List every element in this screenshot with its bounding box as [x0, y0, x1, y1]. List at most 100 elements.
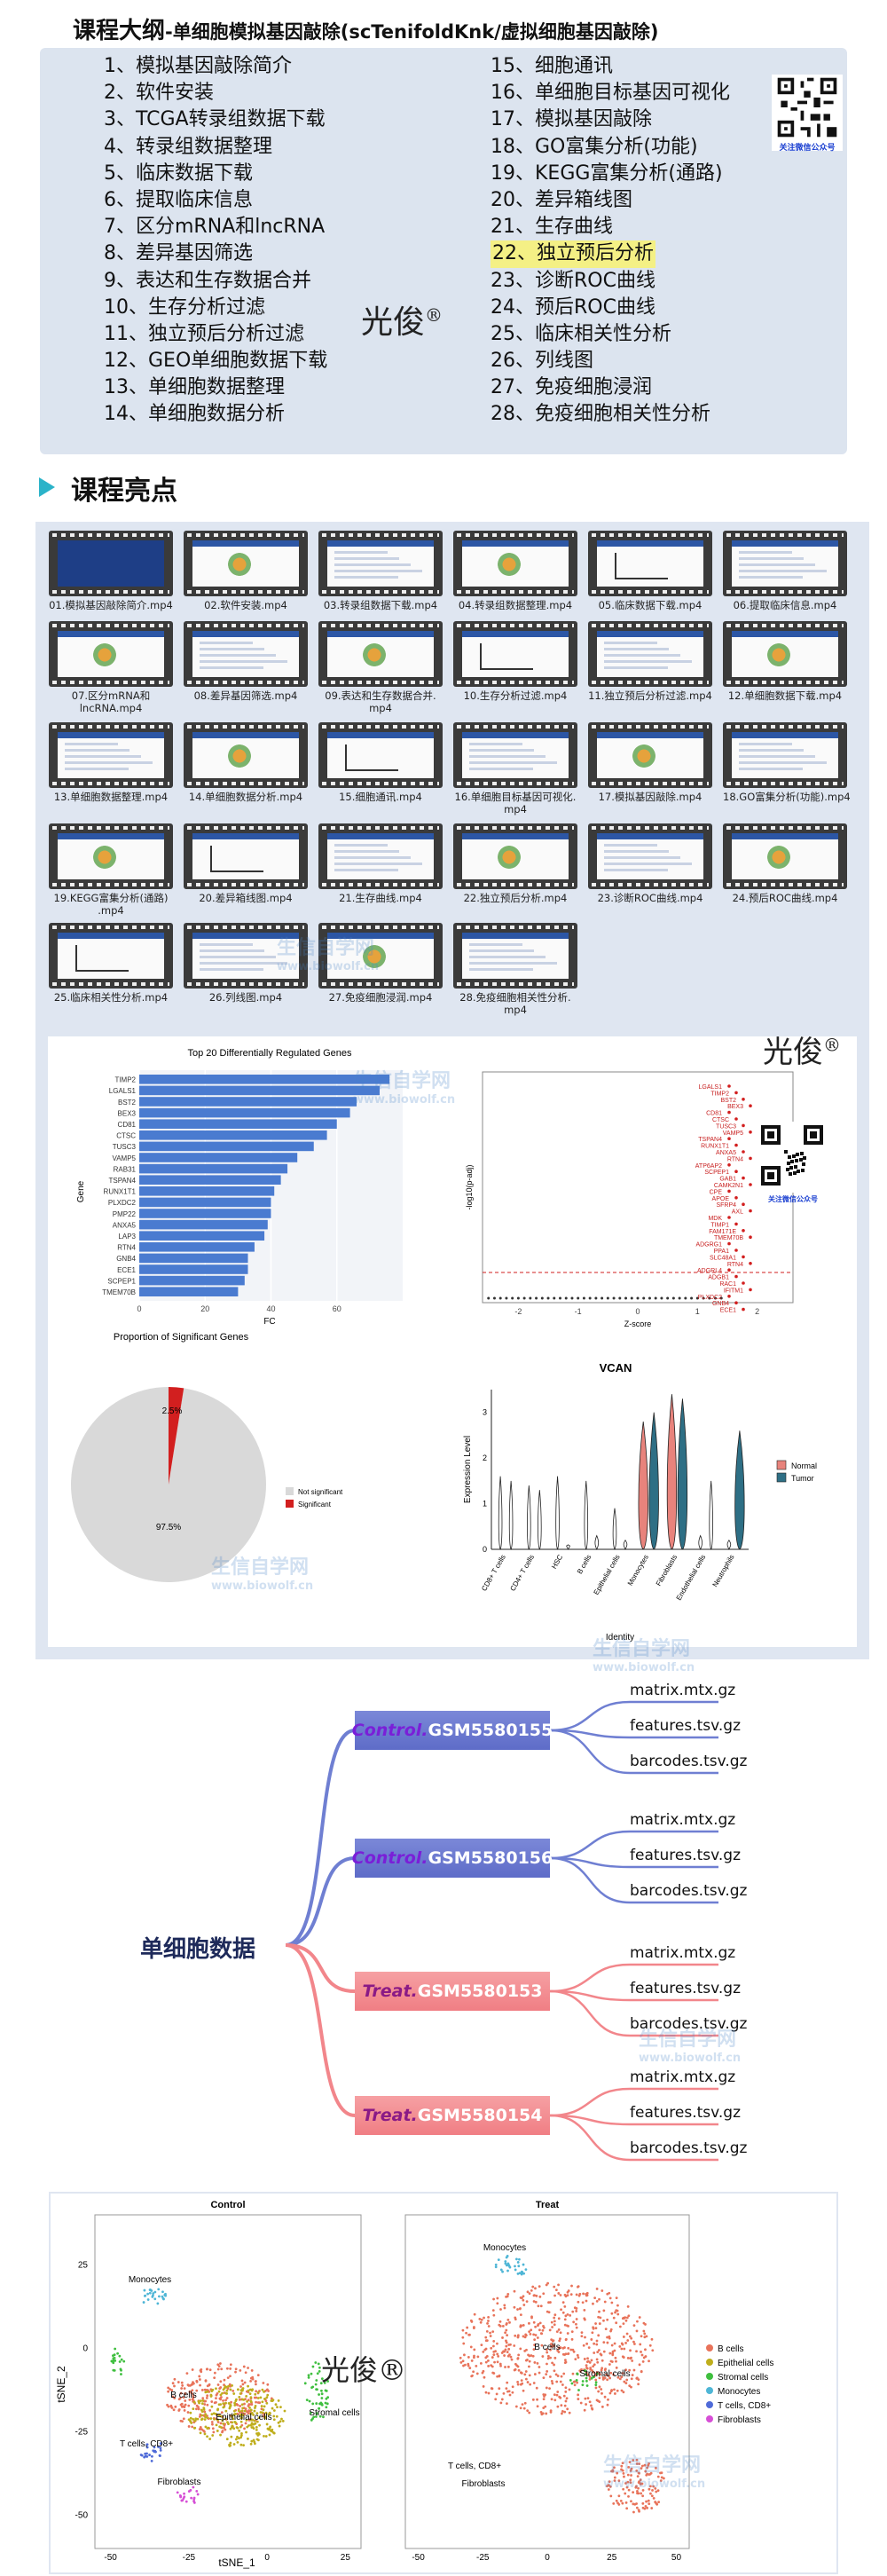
tsne-point [593, 2363, 596, 2367]
tsne-point [495, 2392, 498, 2396]
tsne-point [192, 2500, 195, 2503]
qr-module [800, 1152, 804, 1155]
tsne-point [537, 2304, 540, 2308]
tsne-point [312, 2415, 316, 2419]
brand-mark: ® [425, 304, 444, 326]
video-thumbnail[interactable]: 07.区分mRNA和 lncRNA.mp4 [49, 621, 173, 714]
tsne-point [523, 2373, 527, 2376]
video-thumbnail[interactable]: 05.临床数据下载.mp4 [588, 531, 712, 611]
tsne-point [210, 2405, 214, 2408]
preview-header-bar [732, 631, 838, 637]
tsne-point [519, 2371, 522, 2375]
tsne-point [602, 2350, 606, 2353]
tsne-point [173, 2397, 177, 2399]
video-thumbnail[interactable]: 17.模拟基因敲除.mp4 [588, 722, 712, 803]
video-thumbnail[interactable]: 15.细胞通讯.mp4 [318, 722, 443, 803]
preview-line [200, 660, 287, 663]
outline-item: 8、差异基因筛选 [104, 240, 327, 267]
preview-line [604, 863, 692, 865]
tsne-point [639, 2343, 642, 2346]
video-thumbnail[interactable]: 22.独立预后分析.mp4 [453, 823, 577, 904]
video-thumbnail[interactable]: 08.差异基因筛选.mp4 [184, 621, 308, 702]
video-thumbnail[interactable]: 14.单细胞数据分析.mp4 [184, 722, 308, 803]
tsne-point [238, 2399, 241, 2401]
tsne-point [229, 2363, 232, 2367]
video-thumbnail[interactable]: 24.预后ROC曲线.mp4 [723, 823, 847, 904]
video-thumbnail[interactable]: 01.模拟基因敲除简介.mp4 [49, 531, 173, 611]
tsne-point [204, 2379, 208, 2383]
tsne-point [249, 2400, 253, 2404]
volcano-gene-label: AXL [732, 1209, 743, 1216]
volcano-sig-point [749, 1288, 752, 1292]
tsne-point [655, 2502, 659, 2506]
video-thumbnail[interactable]: 16.单细胞目标基因可视化. mp4 [453, 722, 577, 815]
preview-line [469, 962, 557, 965]
bar-category-label: RTN4 [117, 1244, 136, 1252]
outline-item-text: 4、转录组数据整理 [104, 135, 272, 158]
tsne-point [624, 2482, 627, 2485]
video-thumbnail[interactable]: 28.免疫细胞相关性分析. mp4 [453, 923, 577, 1016]
tsne-point [193, 2419, 196, 2422]
tsne-point [640, 2467, 643, 2470]
qr-module [795, 1159, 798, 1162]
qr-code-top: 关注微信公众号 [772, 75, 843, 153]
tsne-point [532, 2294, 536, 2297]
video-thumbnail[interactable]: 21.生存曲线.mp4 [318, 823, 443, 904]
video-thumbnail[interactable]: 19.KEGG富集分析(通路) .mp4 [49, 823, 173, 917]
tsne-point [490, 2346, 493, 2350]
video-thumbnail[interactable]: 09.表达和生存数据合并. mp4 [318, 621, 443, 714]
tsne-point [614, 2311, 616, 2314]
video-thumbnail[interactable]: 13.单细胞数据整理.mp4 [49, 722, 173, 803]
volcano-sig-point [749, 1130, 752, 1134]
video-thumbnail[interactable]: 27.免疫细胞浸润.mp4 [318, 923, 443, 1004]
video-thumbnail[interactable]: 11.独立预后分析过滤.mp4 [588, 621, 712, 702]
tsne-point [248, 2407, 251, 2409]
violin-normal [726, 1539, 732, 1550]
tsne-point [531, 2354, 535, 2358]
tsne-point [492, 2313, 496, 2317]
video-thumbnail[interactable]: 04.转录组数据整理.mp4 [453, 531, 577, 611]
tsne-point [171, 2395, 175, 2399]
tsne-point [613, 2342, 616, 2345]
video-thumbnail[interactable]: 06.提取临床信息.mp4 [723, 531, 847, 611]
video-thumbnail[interactable]: 25.临床相关性分析.mp4 [49, 923, 173, 1004]
tsne-point [606, 2485, 608, 2488]
bar-RTN4 [139, 1242, 255, 1252]
tsne-point [577, 2389, 580, 2391]
tsne-point [211, 2434, 215, 2437]
video-thumbnail[interactable]: 12.单细胞数据下载.mp4 [723, 621, 847, 702]
tsne-point [564, 2337, 568, 2341]
tsne-x-tick: -50 [104, 2553, 117, 2563]
tsne-point [506, 2255, 509, 2257]
volcano-sig-point [742, 1281, 745, 1285]
preview-line [739, 768, 803, 770]
preview-plot [228, 744, 251, 768]
video-thumbnail[interactable]: 02.软件安装.mp4 [184, 531, 308, 611]
tsne-point [230, 2400, 233, 2404]
video-thumbnail[interactable]: 23.诊断ROC曲线.mp4 [588, 823, 712, 904]
tsne-point [199, 2369, 202, 2372]
tsne-point [615, 2366, 618, 2369]
tsne-point [505, 2328, 508, 2332]
video-thumbnail[interactable]: 03.转录组数据下载.mp4 [318, 531, 443, 611]
tsne-point [580, 2331, 584, 2335]
video-thumbnail[interactable]: 20.差异箱线图.mp4 [184, 823, 308, 904]
tsne-point [326, 2402, 329, 2406]
tsne-point [187, 2404, 191, 2407]
tsne-point [229, 2367, 232, 2370]
tsne-point [189, 2411, 192, 2415]
video-thumbnail[interactable]: 18.GO富集分析(功能).mp4 [723, 722, 851, 803]
tsne-point [234, 2370, 237, 2374]
video-title: 07.区分mRNA和 lncRNA.mp4 [71, 689, 151, 714]
tsne-point [210, 2421, 214, 2423]
film-holes [187, 782, 304, 785]
volcano-point [588, 1296, 592, 1300]
qr-module [789, 1166, 793, 1170]
tsne-point [205, 2396, 208, 2399]
video-thumbnail[interactable]: 26.列线图.mp4 [184, 923, 308, 1004]
video-thumbnail[interactable]: 10.生存分析过滤.mp4 [453, 621, 577, 702]
video-preview [597, 631, 703, 677]
tsne-point [206, 2384, 209, 2388]
tsne-point [219, 2393, 223, 2397]
tsne-point [325, 2397, 328, 2400]
